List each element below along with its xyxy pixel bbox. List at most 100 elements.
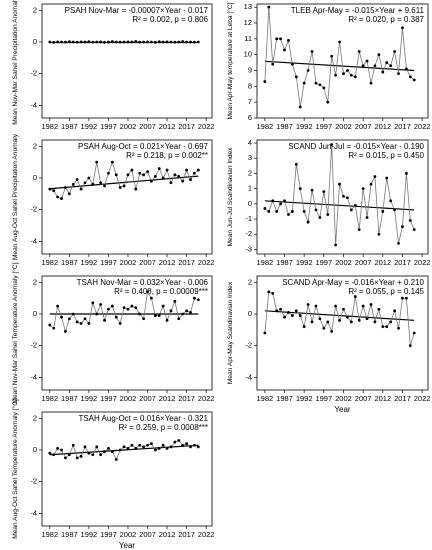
data-point bbox=[287, 213, 290, 216]
data-point bbox=[83, 445, 87, 449]
y-tick-label: -2 bbox=[30, 341, 37, 350]
data-point bbox=[134, 447, 138, 450]
data-point bbox=[267, 210, 271, 213]
data-point bbox=[99, 40, 103, 44]
y-axis-label: Mean Aug-Oct Sahel Precipitation Anomaly bbox=[12, 133, 19, 260]
data-point bbox=[330, 330, 334, 333]
data-point bbox=[196, 40, 200, 44]
panel: -4 -2 0 2 1982 1987 1992 1997 2002 2007 2012 2017 20… bbox=[12, 133, 215, 267]
data-point bbox=[95, 312, 99, 316]
x-tick-label: 2022 bbox=[198, 530, 215, 539]
data-point bbox=[310, 188, 314, 192]
y-tick-label: 12 bbox=[244, 18, 252, 27]
data-point bbox=[138, 443, 142, 447]
x-tick-label: 2007 bbox=[139, 530, 156, 539]
data-line bbox=[49, 160, 199, 200]
trend-line bbox=[264, 200, 415, 211]
data-point bbox=[83, 317, 87, 321]
data-point bbox=[334, 73, 338, 77]
data-point bbox=[134, 187, 138, 191]
data-point bbox=[122, 40, 126, 44]
data-point bbox=[169, 445, 173, 449]
data-point bbox=[142, 445, 146, 449]
data-line bbox=[49, 290, 199, 333]
y-tick-label: 4 bbox=[248, 138, 252, 147]
x-tick-label: 1982 bbox=[41, 258, 58, 267]
panel: -4 -2 0 2 1982 1987 1992 1997 2002 2007 2012 2017 20… bbox=[11, 399, 215, 550]
data-point bbox=[330, 143, 334, 146]
data-point bbox=[87, 451, 91, 455]
data-point bbox=[118, 40, 122, 44]
data-point bbox=[381, 325, 385, 329]
x-tick-label: 2012 bbox=[159, 394, 176, 403]
data-point bbox=[263, 80, 267, 83]
x-tick-label: 1992 bbox=[81, 394, 98, 403]
data-point bbox=[122, 184, 126, 188]
data-point bbox=[181, 179, 185, 183]
data-point bbox=[397, 241, 400, 245]
data-point bbox=[298, 105, 302, 109]
data-point bbox=[353, 75, 357, 79]
data-point bbox=[412, 78, 416, 82]
data-point bbox=[412, 228, 416, 232]
x-tick-label: 1982 bbox=[41, 530, 58, 539]
data-point bbox=[110, 160, 114, 164]
data-point bbox=[146, 290, 149, 294]
data-point bbox=[279, 307, 282, 311]
data-point bbox=[263, 207, 267, 210]
data-point bbox=[146, 443, 149, 447]
data-point bbox=[83, 40, 87, 44]
data-point bbox=[189, 311, 192, 314]
data-point bbox=[193, 171, 196, 175]
x-tick-label: 2007 bbox=[355, 258, 372, 267]
y-tick-label: 2 bbox=[33, 277, 37, 286]
data-point bbox=[385, 176, 389, 180]
data-point bbox=[322, 326, 326, 330]
data-point bbox=[71, 443, 75, 447]
y-tick-label: 8 bbox=[248, 81, 252, 90]
data-point bbox=[377, 53, 381, 57]
data-point bbox=[56, 195, 60, 199]
data-point bbox=[95, 40, 99, 44]
plot-frame bbox=[256, 275, 429, 391]
y-tick-label: -1 bbox=[245, 214, 252, 223]
data-point bbox=[87, 322, 91, 325]
data-point bbox=[275, 37, 279, 41]
panel-subtitle: R² = 0.259, p = 0.0008*** bbox=[119, 423, 208, 432]
data-point bbox=[393, 309, 396, 313]
x-axis-label: Year bbox=[334, 405, 351, 414]
x-tick-label: 1992 bbox=[296, 122, 313, 131]
data-point bbox=[157, 40, 161, 44]
y-tick-label: 0 bbox=[33, 309, 37, 318]
data-point bbox=[287, 39, 290, 42]
data-point bbox=[134, 39, 138, 43]
x-tick-label: 2012 bbox=[159, 530, 176, 539]
data-point bbox=[338, 318, 341, 322]
data-point bbox=[173, 173, 177, 177]
data-point bbox=[338, 40, 341, 44]
data-point bbox=[161, 40, 165, 44]
data-point bbox=[79, 454, 83, 458]
data-point bbox=[122, 306, 126, 310]
x-tick-label: 1987 bbox=[276, 122, 293, 131]
data-point bbox=[153, 314, 157, 317]
y-tick-label: -4 bbox=[30, 100, 37, 109]
x-tick-label: 2017 bbox=[178, 530, 195, 539]
data-point bbox=[193, 40, 196, 44]
data-point bbox=[169, 309, 173, 313]
data-point bbox=[177, 439, 181, 442]
x-tick-label: 2022 bbox=[198, 394, 215, 403]
data-point bbox=[95, 160, 99, 164]
y-tick-label: 2 bbox=[248, 168, 252, 177]
panel-title: TSAH Aug-Oct = 0.016×Year - 0.321 bbox=[78, 414, 208, 423]
data-point bbox=[48, 187, 52, 191]
y-tick-label: 13 bbox=[244, 2, 252, 11]
data-point bbox=[361, 64, 365, 68]
data-point bbox=[52, 453, 56, 457]
panel-subtitle: R² = 0.408, p = 0.00009*** bbox=[114, 287, 208, 296]
data-point bbox=[263, 331, 267, 335]
data-point bbox=[283, 315, 286, 319]
data-point bbox=[150, 296, 153, 300]
data-point bbox=[283, 199, 286, 203]
